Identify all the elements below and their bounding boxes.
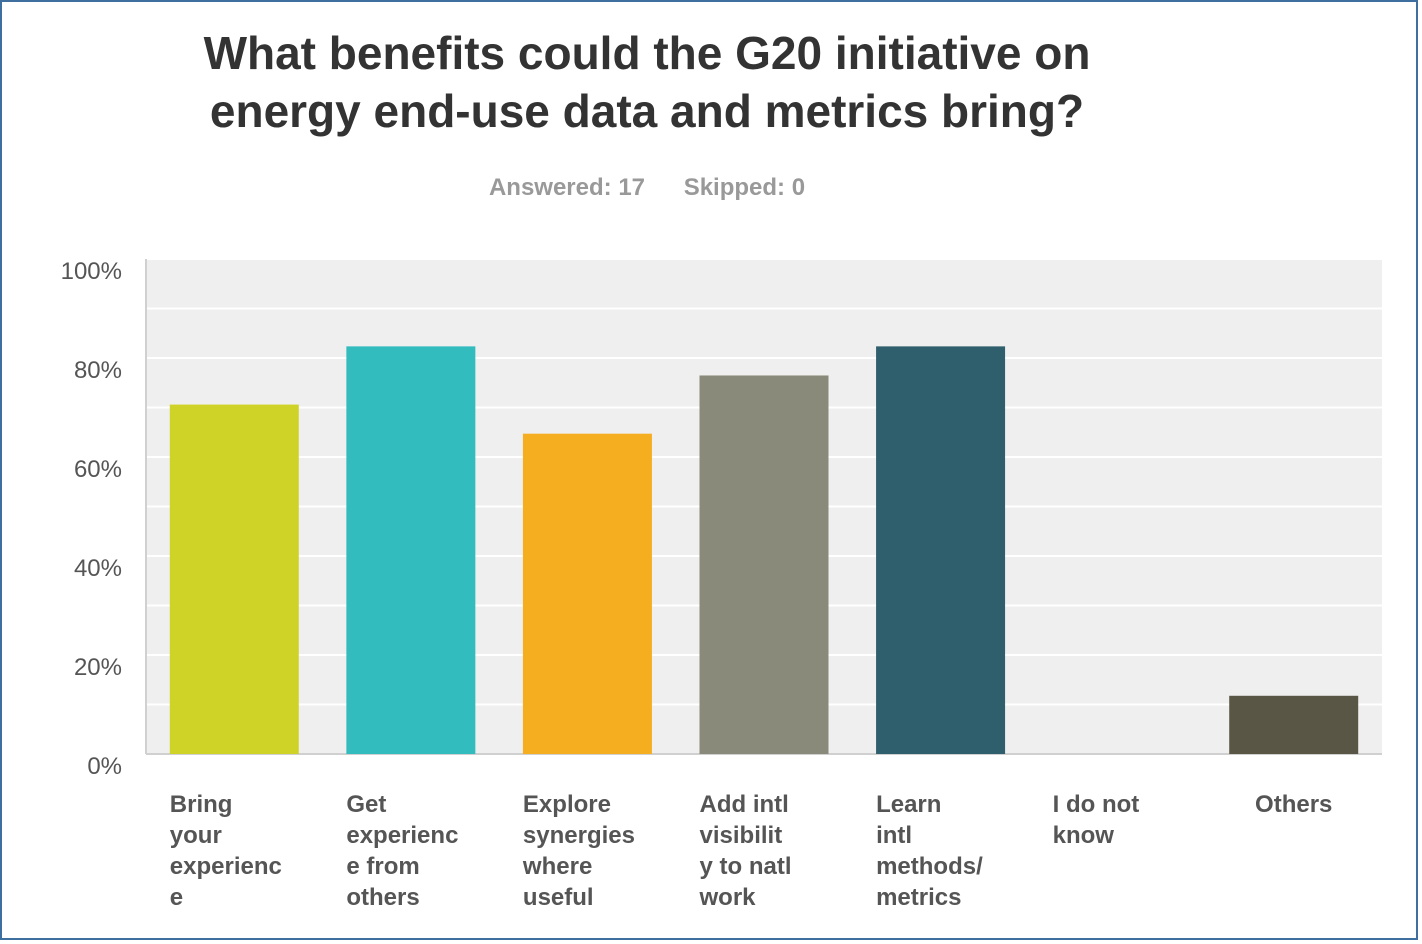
y-tick-label: 20% [74, 654, 122, 681]
x-category-label-line: experienc [346, 822, 458, 849]
x-category-label-line: visibilit [700, 822, 783, 849]
y-tick-label: 0% [87, 753, 122, 780]
x-category-label: I do not know [1053, 791, 1140, 849]
bar [522, 433, 652, 754]
bar [169, 404, 299, 754]
x-category-label-line: Bring [170, 791, 233, 818]
x-category-label-line: metrics [876, 884, 961, 911]
bar [699, 375, 829, 754]
x-category-label: Learn intl methods/metrics [876, 791, 983, 911]
x-category-label-line: your [170, 822, 222, 849]
y-tick-label: 80% [74, 357, 122, 384]
x-category-label: Explore synergies where useful [522, 791, 635, 911]
x-category-label-line: Get [346, 791, 386, 818]
chart-title-line-2: energy end-use data and metrics bring? [209, 85, 1085, 137]
x-category-label-line: work [699, 884, 757, 911]
bar [1229, 695, 1359, 754]
x-category-label-line: intl [876, 822, 912, 849]
answered-count: Answered: 17 [488, 174, 646, 201]
y-tick-label: 60% [74, 456, 122, 483]
skipped-count: Skipped: 0 [683, 174, 806, 201]
x-category-label-line: Learn [876, 791, 941, 818]
x-category-label: Get experienc e from others [346, 791, 458, 911]
x-category-label-line: Explore [523, 791, 611, 818]
x-category-label: Add intl visibilit y to natl work [699, 791, 792, 911]
x-category-label-line: others [346, 884, 419, 911]
x-category-label-line: I do not [1053, 791, 1140, 818]
x-category-label-line: useful [523, 884, 594, 911]
y-tick-label: 100% [61, 258, 122, 285]
bar [876, 346, 1006, 754]
x-category-label-line: e [170, 884, 183, 911]
x-category-label: Others [1255, 791, 1332, 818]
x-category-label-line: e from [346, 853, 419, 880]
x-category-label-line: methods/ [876, 853, 983, 880]
x-category-label: Bring your experienc e [170, 791, 282, 911]
x-category-label-line: y to natl [700, 853, 792, 880]
x-category-label-line: synergies [523, 822, 635, 849]
x-category-label-line: experienc [170, 853, 282, 880]
response-stats: Answered: 17 Skipped: 0 [2, 174, 1292, 202]
chart-title-line-1: What benefits could the G20 initiative o… [203, 27, 1091, 79]
bar [346, 346, 476, 754]
x-category-label-line: where [522, 853, 592, 880]
chart-title: What benefits could the G20 initiative o… [2, 24, 1292, 140]
x-category-label-line: Add intl [700, 791, 789, 818]
y-tick-label: 40% [74, 555, 122, 582]
x-category-label-line: Others [1255, 791, 1332, 818]
x-category-label-line: know [1053, 822, 1115, 849]
